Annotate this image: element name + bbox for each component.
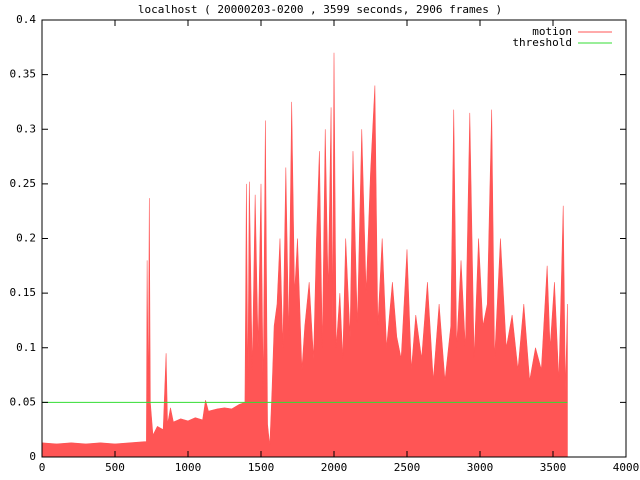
x-tick-label: 500 — [105, 461, 125, 474]
y-tick-label: 0.4 — [16, 13, 36, 26]
x-tick-label: 2500 — [394, 461, 421, 474]
legend-label: motion — [532, 25, 572, 38]
y-tick-label: 0.3 — [16, 122, 36, 135]
x-tick-label: 0 — [39, 461, 46, 474]
y-tick-label: 0.35 — [10, 68, 37, 81]
x-tick-label: 4000 — [613, 461, 640, 474]
y-tick-label: 0.15 — [10, 286, 37, 299]
chart-title: localhost ( 20000203-0200 , 3599 seconds… — [138, 3, 502, 16]
x-tick-label: 1000 — [175, 461, 202, 474]
y-tick-label: 0 — [29, 450, 36, 463]
x-tick-label: 3500 — [540, 461, 567, 474]
y-tick-label: 0.1 — [16, 341, 36, 354]
x-tick-label: 2000 — [321, 461, 348, 474]
legend-label: threshold — [512, 36, 572, 49]
y-tick-label: 0.25 — [10, 177, 37, 190]
y-tick-label: 0.2 — [16, 232, 36, 245]
y-tick-label: 0.05 — [10, 395, 37, 408]
x-tick-label: 3000 — [467, 461, 494, 474]
motion-area — [41, 52, 568, 458]
x-tick-label: 1500 — [248, 461, 275, 474]
